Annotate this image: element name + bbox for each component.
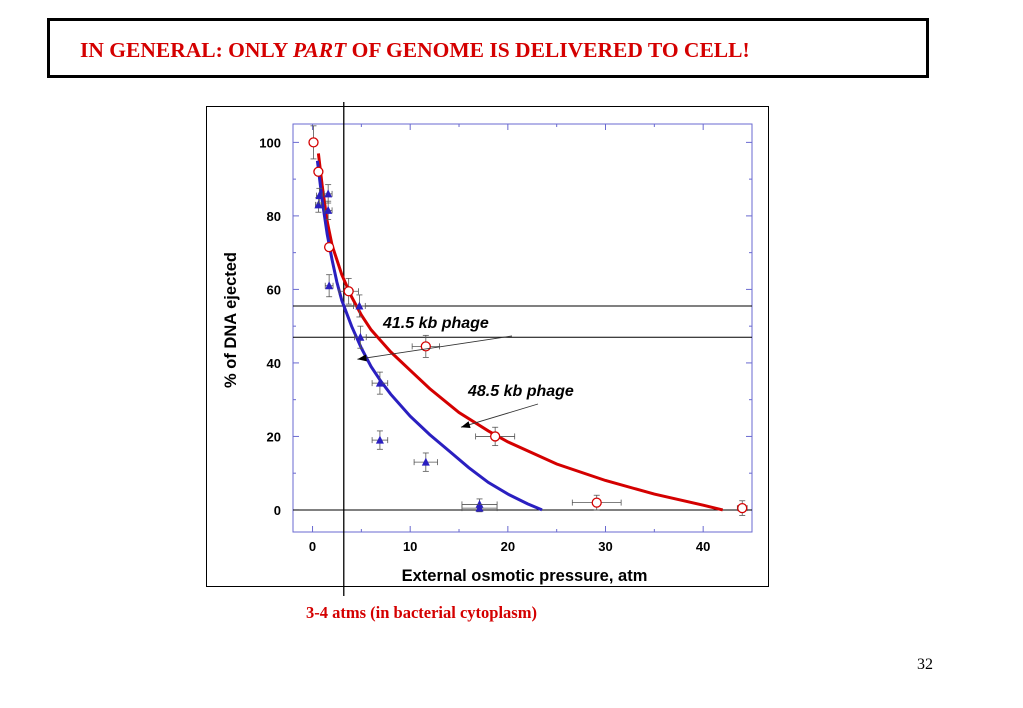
x-tick-label: 40 — [696, 539, 710, 554]
data-point-series-0 — [571, 494, 622, 511]
triangle-marker — [421, 457, 430, 466]
data-point-series-1 — [323, 184, 333, 204]
triangle-marker — [355, 301, 364, 310]
circle-marker — [737, 502, 748, 514]
annotation-arrow-head — [357, 354, 367, 362]
annotation-arrow-line — [357, 335, 513, 360]
title-prefix: IN GENERAL: ONLY — [80, 38, 293, 62]
data-point-series-1 — [371, 430, 389, 450]
triangle-marker — [314, 200, 323, 209]
x-tick-label: 20 — [501, 539, 515, 554]
cytoplasm-annotation: 3-4 atms (in bacterial cytoplasm) — [306, 603, 537, 622]
data-point-series-0 — [411, 334, 440, 358]
y-tick-label: 80 — [267, 209, 281, 224]
y-axis-label: % of DNA ejected — [222, 252, 240, 388]
y-tick-label: 40 — [267, 356, 281, 371]
series-annotation-label: 41.5 kb phage — [382, 315, 489, 332]
title-suffix: OF GENOME IS DELIVERED TO CELL! — [346, 38, 750, 62]
y-tick-label: 20 — [267, 429, 281, 444]
data-point-series-1 — [324, 274, 334, 298]
chart-frame — [206, 106, 769, 587]
annotation-arrow-head — [460, 421, 471, 428]
triangle-marker — [324, 205, 333, 214]
triangle-marker — [356, 332, 365, 341]
x-tick-label: 30 — [598, 539, 612, 554]
data-point-series-1 — [354, 325, 367, 349]
slide-title: IN GENERAL: ONLY PART OF GENOME IS DELIV… — [80, 38, 750, 63]
circle-marker — [323, 241, 335, 253]
data-point-series-0 — [736, 500, 748, 516]
circle-marker — [591, 497, 602, 508]
triangle-marker — [375, 378, 384, 387]
data-point-series-0 — [323, 241, 335, 253]
data-point-series-1 — [461, 503, 498, 513]
triangle-marker — [315, 191, 324, 200]
page-number: 32 — [917, 656, 933, 673]
circle-marker — [308, 137, 319, 148]
title-emphasis: PART — [292, 38, 347, 62]
circle-marker — [313, 166, 324, 177]
title-box: IN GENERAL: ONLY PART OF GENOME IS DELIV… — [47, 18, 929, 78]
data-point-series-1 — [353, 294, 366, 318]
y-tick-label: 60 — [267, 282, 281, 297]
triangle-marker — [324, 189, 333, 198]
plot-area-border — [292, 123, 753, 533]
triangle-marker — [375, 435, 384, 444]
annotation-arrow-line — [460, 403, 539, 428]
x-tick-label: 10 — [403, 539, 417, 554]
y-tick-label: 0 — [274, 503, 281, 518]
triangle-marker — [475, 503, 484, 512]
x-axis-label: External osmotic pressure, atm — [402, 567, 648, 585]
circle-marker — [490, 431, 501, 442]
fit-curve-series-0 — [316, 153, 724, 512]
series-annotation-label: 48.5 kb phage — [467, 383, 574, 400]
y-tick-label: 100 — [259, 135, 281, 150]
data-point-series-0 — [313, 166, 324, 177]
data-point-series-1 — [413, 452, 438, 472]
data-point-series-1 — [315, 187, 324, 204]
data-point-series-0 — [338, 277, 359, 305]
triangle-marker — [325, 281, 334, 290]
data-point-series-0 — [308, 125, 319, 160]
x-tick-label: 0 — [309, 539, 316, 554]
fit-curve-series-1 — [315, 160, 543, 512]
data-point-series-0 — [475, 426, 516, 447]
data-point-series-1 — [371, 371, 389, 395]
circle-marker — [343, 286, 354, 297]
